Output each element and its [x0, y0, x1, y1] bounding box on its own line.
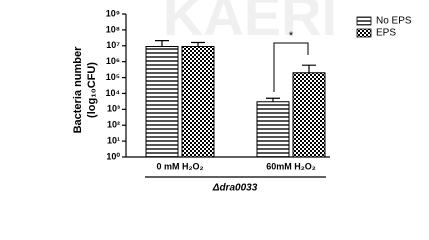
legend-label: No EPS	[376, 16, 412, 27]
bar	[256, 101, 290, 158]
significance-bracket	[273, 42, 309, 92]
annotation: *	[289, 30, 294, 42]
x-tick-label: 0 mM H₂O₂	[156, 161, 203, 171]
y-tick-label: 10³	[107, 104, 120, 114]
x-tick-label: 60mM H₂O₂	[266, 161, 316, 171]
legend-swatch	[356, 28, 372, 38]
y-tick-label: 10⁰	[106, 151, 120, 161]
y-axis-label: (log₁₀CFU)	[86, 62, 98, 118]
bar	[292, 72, 326, 158]
error-bar	[155, 40, 169, 47]
y-axis-label: Bacteria number	[72, 46, 84, 134]
legend-label: EPS	[376, 28, 396, 39]
bar	[145, 46, 179, 158]
bar	[181, 46, 215, 158]
watermark: KAERI	[163, 0, 337, 47]
y-tick-label: 10¹	[107, 135, 120, 145]
y-tick-label: 10⁴	[106, 88, 120, 98]
y-tick-label: 10⁹	[106, 8, 120, 18]
y-tick-label: 10⁷	[106, 40, 120, 50]
y-tick-label: 10⁸	[106, 24, 120, 34]
chart: KAERI Bacteria number (log₁₀CFU) Δdra003…	[72, 0, 412, 194]
group-label: Δdra0033	[212, 183, 258, 194]
error-bar	[302, 64, 316, 73]
error-bar	[191, 41, 205, 47]
error-bar	[266, 97, 280, 102]
legend-swatch	[356, 16, 372, 26]
y-tick-label: 10⁶	[106, 56, 120, 66]
y-tick-label: 10²	[107, 120, 120, 130]
y-tick-label: 10⁵	[106, 72, 120, 82]
